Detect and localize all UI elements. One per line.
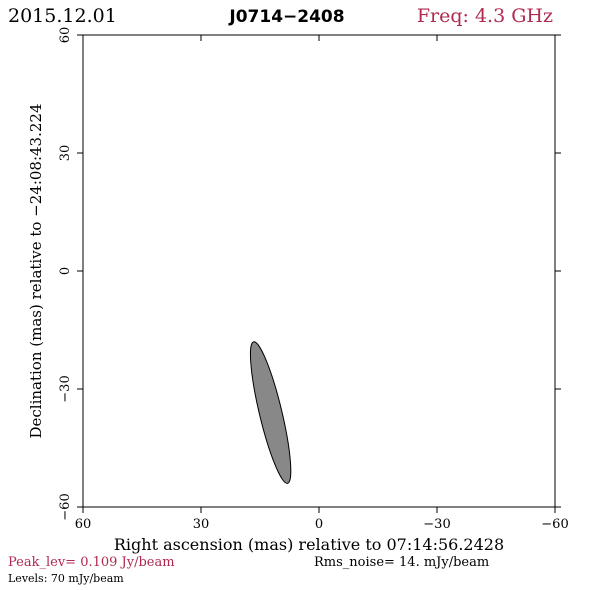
y-tick-label: 30 bbox=[58, 145, 73, 162]
source-name: J0714−2408 bbox=[228, 7, 344, 27]
x-tick-label: 0 bbox=[315, 517, 323, 532]
x-tick-label: 30 bbox=[193, 517, 210, 532]
peak-level: Peak_lev= 0.109 Jy/beam bbox=[8, 555, 175, 570]
y-axis-title: Declination (mas) relative to −24:08:43.… bbox=[27, 103, 45, 438]
y-tick-label: −30 bbox=[58, 375, 73, 402]
y-tick-label: 60 bbox=[58, 27, 73, 44]
x-tick-labels: 60 30 0 −30 −60 bbox=[75, 517, 569, 532]
plot-frame bbox=[82, 34, 556, 508]
axis-ticks bbox=[77, 34, 561, 513]
x-axis-title: Right ascension (mas) relative to 07:14:… bbox=[114, 535, 504, 554]
x-tick-label: 60 bbox=[75, 517, 92, 532]
y-tick-labels: 60 30 0 −30 −60 bbox=[58, 27, 73, 521]
contour-levels: Levels: 70 mJy/beam bbox=[8, 572, 124, 585]
rms-noise: Rms_noise= 14. mJy/beam bbox=[314, 555, 489, 570]
frequency-label: Freq: 4.3 GHz bbox=[417, 5, 553, 27]
observation-date: 2015.12.01 bbox=[8, 5, 117, 27]
beam-ellipse bbox=[249, 341, 292, 484]
x-tick-label: −30 bbox=[423, 517, 450, 532]
x-tick-label: −60 bbox=[541, 517, 568, 532]
y-tick-label: 0 bbox=[58, 267, 73, 275]
y-tick-label: −60 bbox=[58, 493, 73, 520]
